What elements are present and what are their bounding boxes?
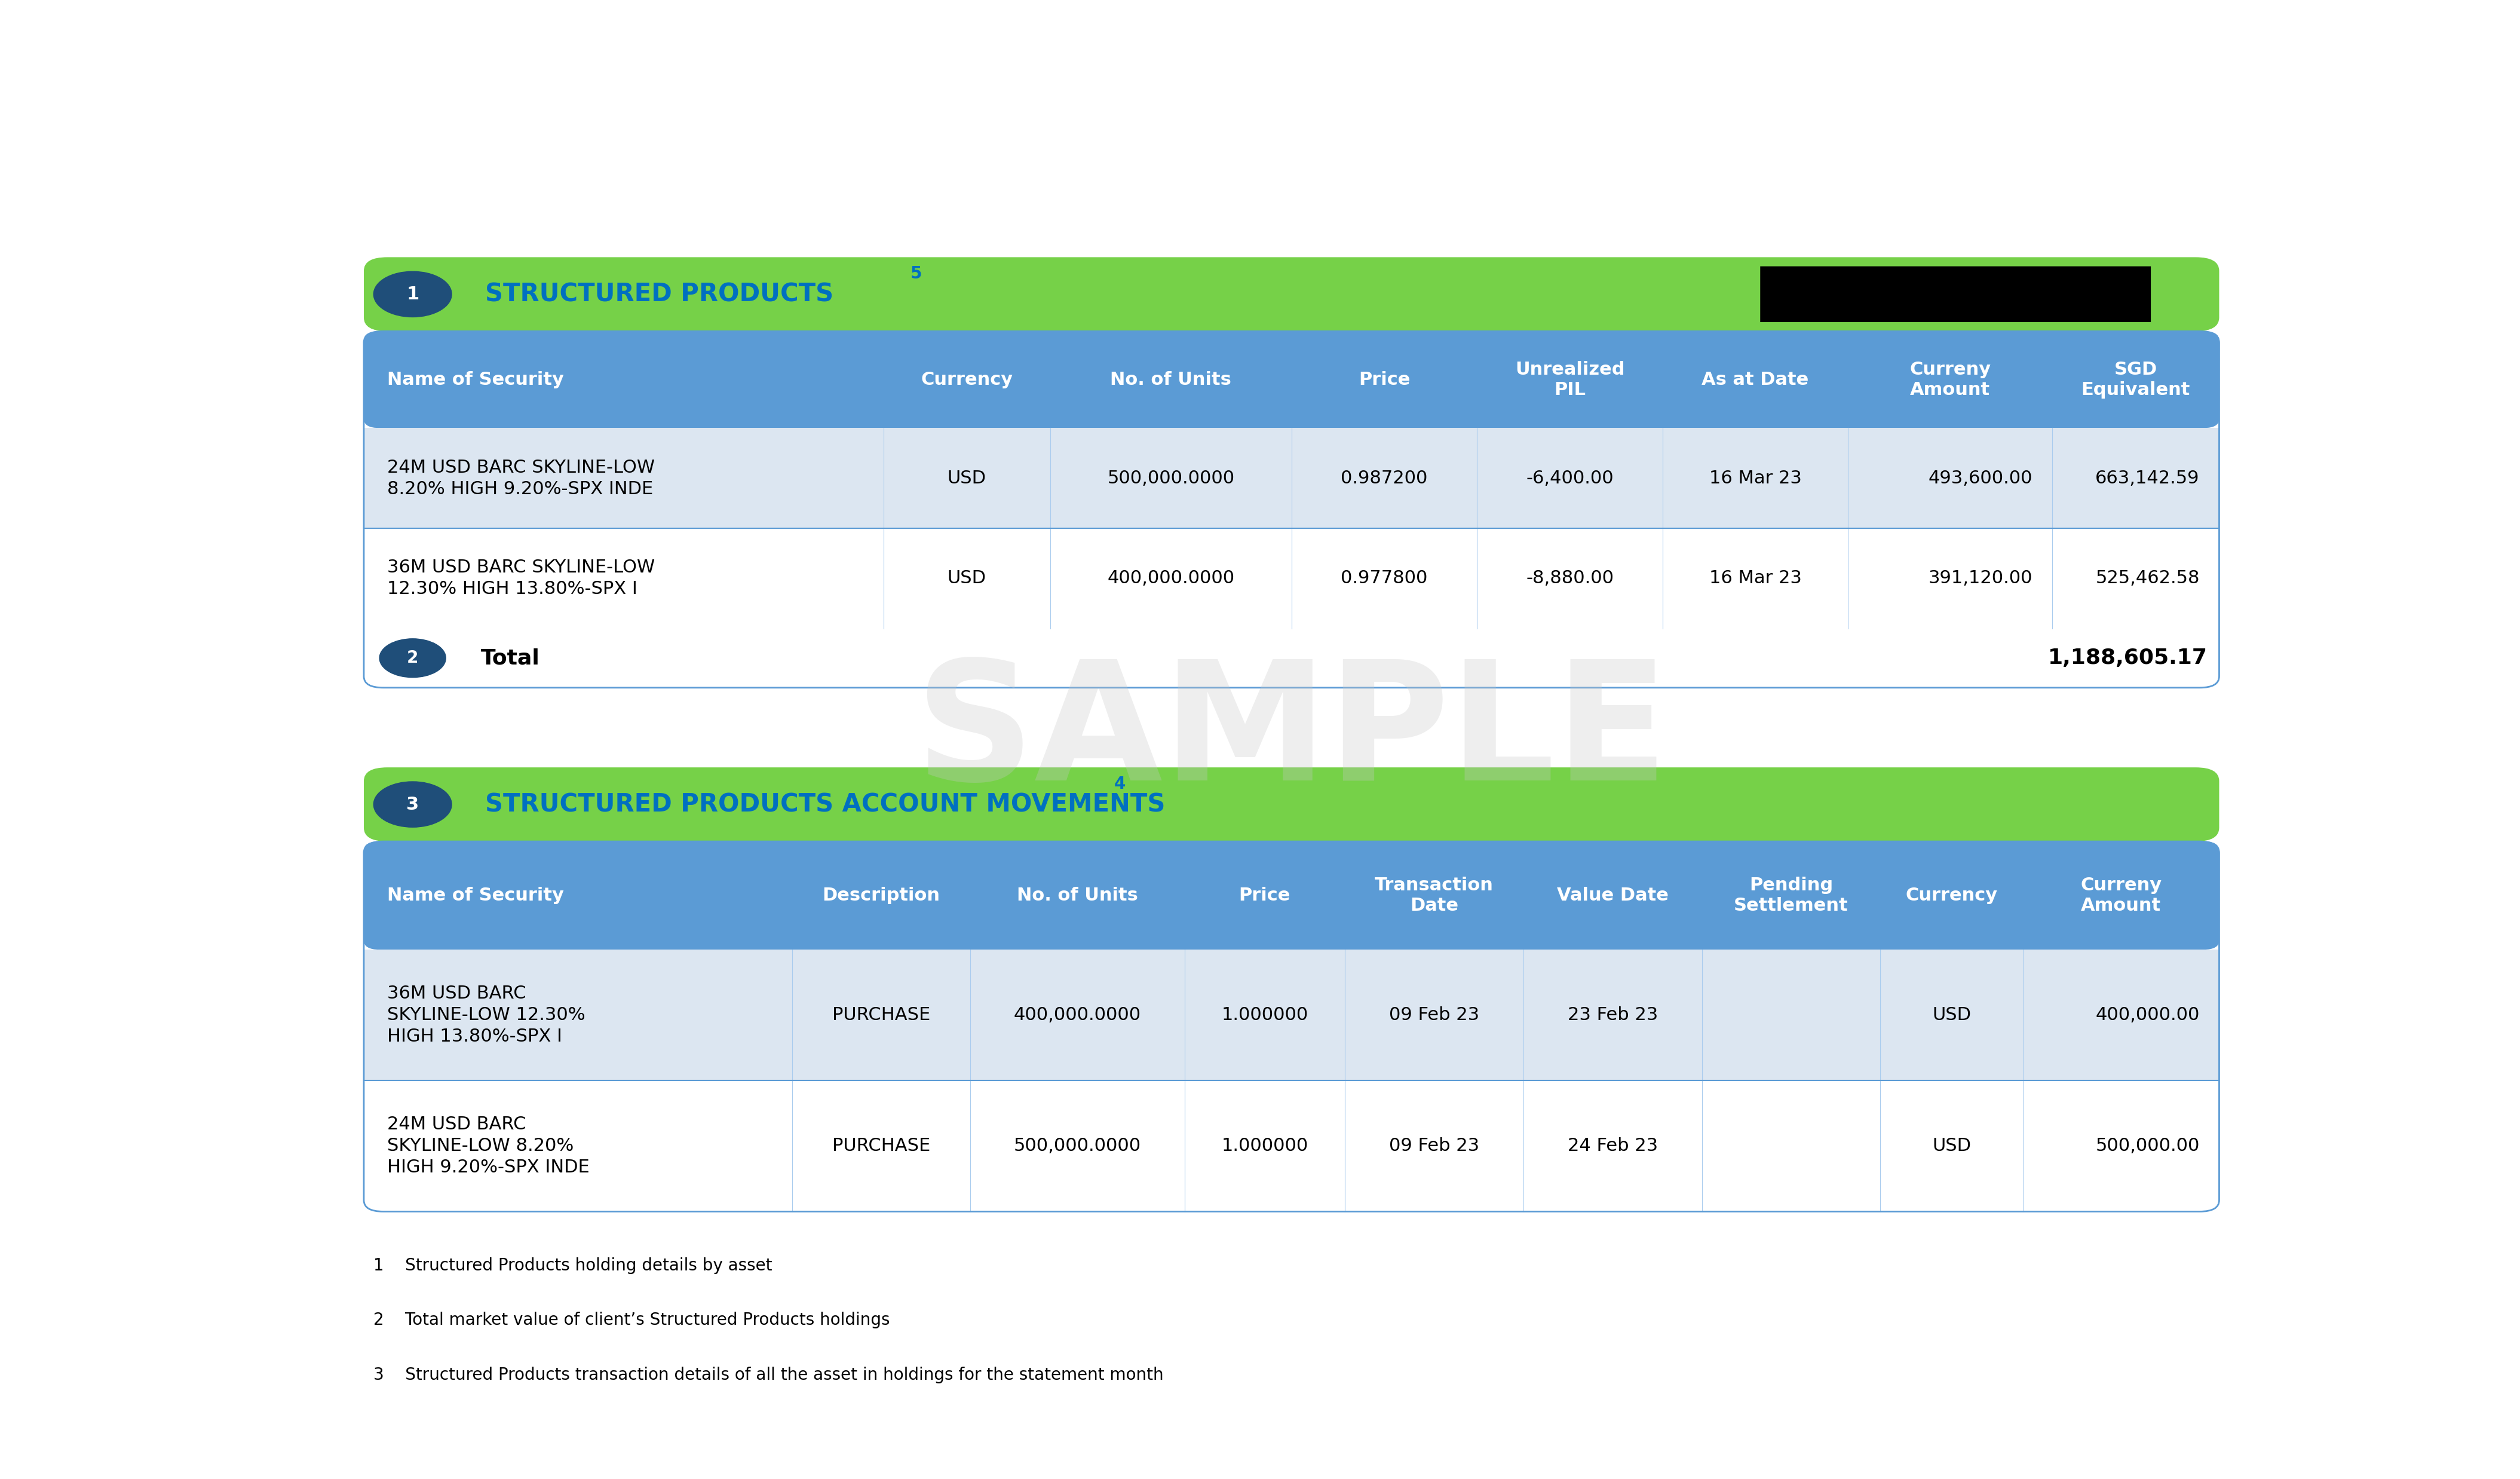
FancyBboxPatch shape	[363, 331, 2220, 427]
Text: 2: 2	[406, 649, 418, 667]
Text: 09 Feb 23: 09 Feb 23	[1389, 1006, 1479, 1023]
Text: 1    Structured Products holding details by asset: 1 Structured Products holding details by…	[373, 1257, 774, 1273]
Text: -6,400.00: -6,400.00	[1527, 469, 1613, 487]
Text: 500,000.0000: 500,000.0000	[1106, 469, 1235, 487]
Text: 493,600.00: 493,600.00	[1928, 469, 2034, 487]
Text: 1.000000: 1.000000	[1222, 1006, 1308, 1023]
Circle shape	[373, 272, 451, 317]
Text: Name of Security: Name of Security	[388, 887, 564, 904]
Text: 391,120.00: 391,120.00	[1928, 569, 2034, 587]
Text: Curreny
Amount: Curreny Amount	[1910, 361, 1991, 398]
Text: USD: USD	[948, 569, 985, 587]
Text: -8,880.00: -8,880.00	[1527, 569, 1613, 587]
Text: Curreny
Amount: Curreny Amount	[2082, 877, 2162, 914]
Text: PURCHASE: PURCHASE	[832, 1137, 930, 1155]
Text: Pending
Settlement: Pending Settlement	[1734, 877, 1847, 914]
Text: As at Date: As at Date	[1701, 371, 1809, 389]
Text: 24 Feb 23: 24 Feb 23	[1567, 1137, 1658, 1155]
Text: 0.977800: 0.977800	[1341, 569, 1429, 587]
Text: 500,000.00: 500,000.00	[2097, 1137, 2200, 1155]
Text: 23 Feb 23: 23 Feb 23	[1567, 1006, 1658, 1023]
Text: Value Date: Value Date	[1557, 887, 1668, 904]
Text: SGD
Equivalent: SGD Equivalent	[2082, 361, 2190, 398]
Text: Price: Price	[1240, 887, 1290, 904]
Text: 09 Feb 23: 09 Feb 23	[1389, 1137, 1479, 1155]
Text: 16 Mar 23: 16 Mar 23	[1709, 469, 1802, 487]
Text: 2    Total market value of client’s Structured Products holdings: 2 Total market value of client’s Structu…	[373, 1312, 890, 1328]
Text: SAMPLE: SAMPLE	[915, 654, 1668, 815]
Text: Price: Price	[1358, 371, 1411, 389]
Bar	[363, 1081, 2220, 1211]
Text: STRUCTURED PRODUCTS: STRUCTURED PRODUCTS	[484, 281, 834, 306]
Text: STRUCTURED PRODUCTS ACCOUNT MOVEMENTS: STRUCTURED PRODUCTS ACCOUNT MOVEMENTS	[484, 791, 1164, 816]
Circle shape	[381, 639, 446, 677]
Text: 663,142.59: 663,142.59	[2097, 469, 2200, 487]
Text: 1.000000: 1.000000	[1222, 1137, 1308, 1155]
Text: USD: USD	[1933, 1006, 1971, 1023]
Text: 0.987200: 0.987200	[1341, 469, 1429, 487]
Text: Total: Total	[481, 648, 539, 669]
Text: No. of Units: No. of Units	[1016, 887, 1139, 904]
Bar	[363, 950, 2220, 1081]
Text: 4: 4	[1114, 775, 1126, 793]
Text: Transaction
Date: Transaction Date	[1376, 877, 1494, 914]
Text: Currency: Currency	[1905, 887, 1998, 904]
Text: 1: 1	[406, 285, 418, 303]
Text: 16 Mar 23: 16 Mar 23	[1709, 569, 1802, 587]
Text: Description: Description	[822, 887, 940, 904]
FancyBboxPatch shape	[363, 768, 2220, 842]
Text: 400,000.00: 400,000.00	[2097, 1006, 2200, 1023]
Text: 36M USD BARC SKYLINE-LOW
12.30% HIGH 13.80%-SPX I: 36M USD BARC SKYLINE-LOW 12.30% HIGH 13.…	[388, 559, 655, 598]
Text: 3: 3	[406, 796, 418, 813]
Text: USD: USD	[1933, 1137, 1971, 1155]
Text: Currency: Currency	[920, 371, 1013, 389]
Bar	[363, 528, 2220, 629]
Text: 500,000.0000: 500,000.0000	[1013, 1137, 1142, 1155]
Text: Unrealized
PIL: Unrealized PIL	[1515, 361, 1625, 398]
Text: USD: USD	[948, 469, 985, 487]
Text: 5: 5	[910, 265, 922, 282]
Text: Name of Security: Name of Security	[388, 371, 564, 389]
FancyBboxPatch shape	[1759, 266, 2152, 322]
Text: 24M USD BARC
SKYLINE-LOW 8.20%
HIGH 9.20%-SPX INDE: 24M USD BARC SKYLINE-LOW 8.20% HIGH 9.20…	[388, 1117, 590, 1176]
Bar	[363, 427, 2220, 528]
FancyBboxPatch shape	[363, 842, 2220, 950]
Circle shape	[373, 781, 451, 827]
Bar	[363, 629, 2220, 688]
Text: 24M USD BARC SKYLINE-LOW
8.20% HIGH 9.20%-SPX INDE: 24M USD BARC SKYLINE-LOW 8.20% HIGH 9.20…	[388, 458, 655, 497]
Text: 525,462.58: 525,462.58	[2097, 569, 2200, 587]
FancyBboxPatch shape	[363, 257, 2220, 331]
Text: PURCHASE: PURCHASE	[832, 1006, 930, 1023]
Text: 400,000.0000: 400,000.0000	[1106, 569, 1235, 587]
Text: No. of Units: No. of Units	[1111, 371, 1232, 389]
Text: 3    Structured Products transaction details of all the asset in holdings for th: 3 Structured Products transaction detail…	[373, 1367, 1164, 1383]
Text: 36M USD BARC
SKYLINE-LOW 12.30%
HIGH 13.80%-SPX I: 36M USD BARC SKYLINE-LOW 12.30% HIGH 13.…	[388, 985, 585, 1046]
Text: 1,188,605.17: 1,188,605.17	[2049, 648, 2208, 669]
Text: 400,000.0000: 400,000.0000	[1013, 1006, 1142, 1023]
